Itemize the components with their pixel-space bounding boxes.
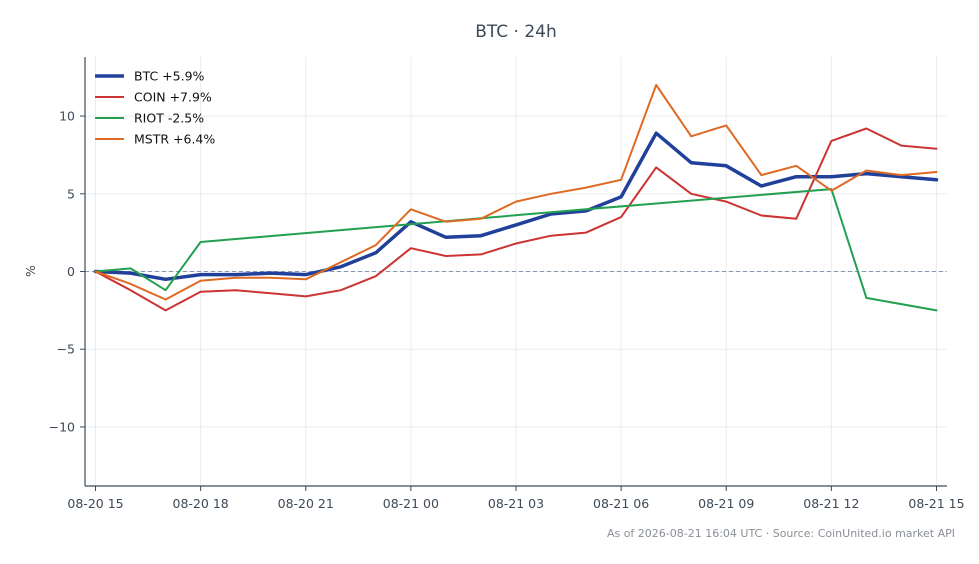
y-tick-label: 10: [59, 109, 75, 124]
legend-label-1: BTC +5.9%: [134, 69, 205, 84]
series-line-4: [94, 84, 938, 301]
legend-label-3: RIOT -2.5%: [134, 111, 204, 126]
legend-label-2: COIN +7.9%: [134, 90, 212, 105]
y-axis-label: %: [23, 265, 38, 277]
x-tick-label: 08-21 09: [698, 496, 754, 511]
chart-title: BTC · 24h: [475, 22, 557, 42]
x-tick-label: 08-21 00: [383, 496, 439, 511]
x-tick-label: 08-21 06: [593, 496, 649, 511]
x-tick-label: 08-21 12: [803, 496, 859, 511]
y-axis: 10 5 0 −5 −10: [49, 109, 85, 434]
x-tick-label: 08-21 15: [908, 496, 964, 511]
series-lines: [93, 84, 939, 312]
x-tick-label: 08-20 15: [67, 496, 123, 511]
x-tick-label: 08-20 21: [278, 496, 334, 511]
x-tick-label: 08-21 03: [488, 496, 544, 511]
y-tick-label: 0: [67, 264, 75, 279]
x-axis: 08-20 15 08-20 18 08-20 21 08-21 00 08-21 03…: [67, 486, 965, 511]
series-line-3: [94, 188, 938, 312]
legend-label-4: MSTR +6.4%: [134, 132, 215, 147]
y-tick-label: −5: [57, 342, 75, 357]
y-tick-label: −10: [49, 419, 75, 434]
footer-source: As of 2026-08-21 16:04 UTC · Source: Coi…: [607, 527, 955, 540]
series-line-1: [93, 131, 939, 282]
y-tick-label: 5: [67, 186, 75, 201]
x-tick-label: 08-20 18: [173, 496, 229, 511]
legend: BTC +5.9% COIN +7.9% RIOT -2.5% MSTR +6.4%: [95, 69, 215, 147]
series-line-2: [94, 127, 938, 312]
